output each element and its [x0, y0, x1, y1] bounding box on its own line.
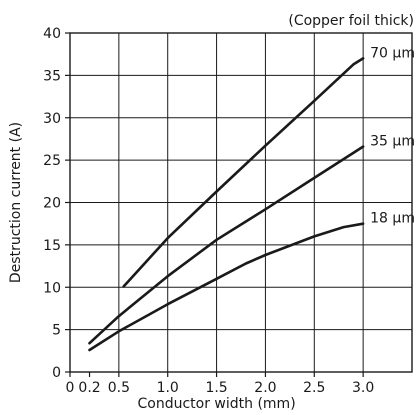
- series-lines: 70 μm 35 μm 18 μm: [88, 45, 415, 352]
- x-tick-label: 0: [66, 380, 75, 396]
- y-tick-label: 0: [52, 365, 61, 381]
- y-tick-label: 25: [43, 153, 61, 169]
- copper-foil-thickness-note: (Copper foil thick): [288, 13, 414, 29]
- x-tick-label: 0.5: [108, 380, 130, 396]
- grid: [70, 33, 412, 372]
- x-tick-label: 1.5: [205, 380, 227, 396]
- series-label: 70 μm: [370, 45, 415, 61]
- series-line: [88, 145, 365, 345]
- series-line: [122, 57, 365, 288]
- y-tick-label: 5: [52, 323, 61, 339]
- series-line: [88, 222, 365, 352]
- series-label: 18 μm: [370, 211, 415, 227]
- y-tick-label: 10: [43, 280, 61, 296]
- y-tick-label: 35: [43, 68, 61, 84]
- y-tick-label: 40: [43, 26, 61, 42]
- x-tick-label: 2.0: [254, 380, 276, 396]
- y-tick-label: 15: [43, 238, 61, 254]
- y-axis-title: Destruction current (A): [8, 122, 24, 283]
- x-tick-label: 0.2: [78, 380, 100, 396]
- y-tick-label: 30: [43, 111, 61, 127]
- series-label: 35 μm: [370, 134, 415, 150]
- x-axis-title: Conductor width (mm): [137, 396, 295, 412]
- x-tick-label: 2.5: [303, 380, 325, 396]
- y-tick-label: 20: [43, 196, 61, 212]
- x-tick-label: 3.0: [352, 380, 374, 396]
- x-tick-label: 1.0: [157, 380, 179, 396]
